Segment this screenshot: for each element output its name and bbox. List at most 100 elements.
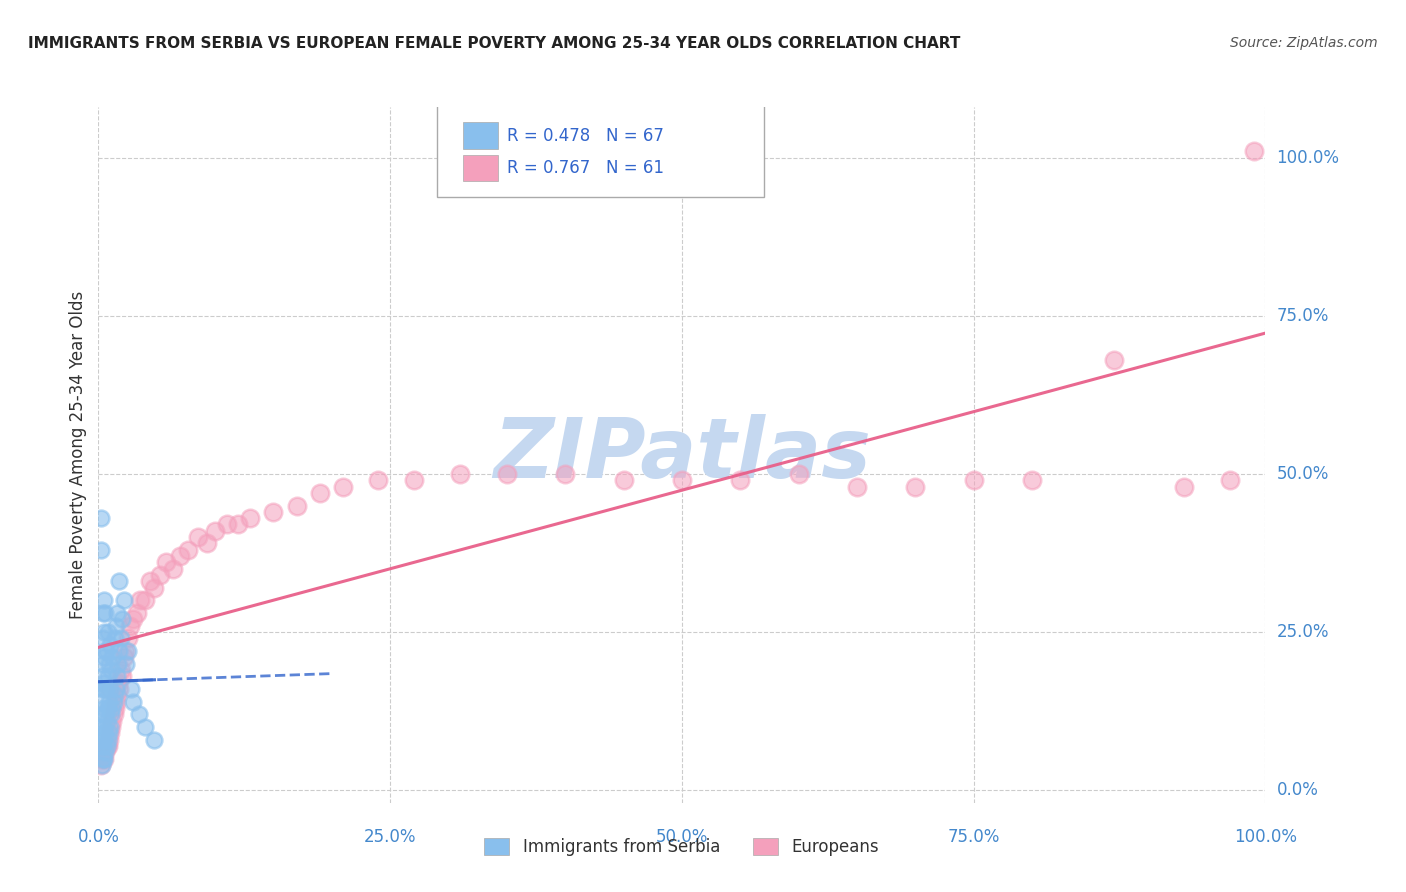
Point <box>91 751 114 765</box>
Point <box>98 720 121 734</box>
Point <box>90 511 112 525</box>
Point <box>90 542 112 557</box>
Point <box>155 556 177 570</box>
Point <box>285 499 308 513</box>
Point <box>104 695 127 709</box>
Point <box>115 657 138 671</box>
Point <box>111 669 134 683</box>
Point <box>103 707 125 722</box>
FancyBboxPatch shape <box>437 103 763 197</box>
Point <box>122 695 145 709</box>
Point <box>90 669 112 683</box>
Point <box>143 581 166 595</box>
Text: R = 0.767   N = 61: R = 0.767 N = 61 <box>508 160 664 178</box>
Text: 25.0%: 25.0% <box>364 828 416 846</box>
Point <box>93 751 115 765</box>
Point <box>100 707 122 722</box>
Point <box>110 632 132 646</box>
Point <box>104 632 127 646</box>
Point <box>97 625 120 640</box>
Text: 50.0%: 50.0% <box>655 828 709 846</box>
Bar <box>463 155 498 181</box>
Point <box>91 707 114 722</box>
Point <box>94 681 117 696</box>
Point <box>554 467 576 481</box>
Point <box>97 669 120 683</box>
Point <box>101 650 124 665</box>
Point <box>94 707 117 722</box>
Point <box>134 720 156 734</box>
Point <box>93 625 115 640</box>
Point <box>125 606 148 620</box>
Point <box>122 612 145 626</box>
Point <box>129 593 152 607</box>
Point <box>402 473 425 487</box>
Point <box>1021 473 1043 487</box>
Point <box>904 479 927 493</box>
Point <box>90 751 112 765</box>
Point <box>496 467 519 481</box>
Text: 0.0%: 0.0% <box>1277 781 1319 799</box>
Point <box>104 688 127 702</box>
Text: 75.0%: 75.0% <box>948 828 1000 846</box>
Point <box>91 726 114 740</box>
Point <box>96 644 118 658</box>
Point <box>962 473 984 487</box>
Point <box>91 632 114 646</box>
Point <box>117 644 139 658</box>
Point <box>215 517 238 532</box>
Point <box>239 511 262 525</box>
Point <box>149 568 172 582</box>
Point <box>90 739 112 753</box>
Point <box>93 751 115 765</box>
Point <box>613 473 636 487</box>
Point <box>96 739 118 753</box>
Point <box>108 644 131 658</box>
Point <box>228 517 250 532</box>
Point <box>96 714 118 728</box>
Text: ZIPatlas: ZIPatlas <box>494 415 870 495</box>
Point <box>108 574 131 589</box>
Point <box>94 606 117 620</box>
Point <box>110 663 132 677</box>
Point <box>846 479 869 493</box>
Point <box>111 612 134 626</box>
Point <box>1102 353 1125 368</box>
Point <box>103 695 125 709</box>
Point <box>94 745 117 759</box>
Point <box>1173 479 1195 493</box>
Point <box>367 473 389 487</box>
Point <box>91 681 114 696</box>
Point <box>105 606 128 620</box>
Point <box>94 644 117 658</box>
Point <box>93 675 115 690</box>
Point <box>101 714 124 728</box>
Point <box>93 593 115 607</box>
Text: 100.0%: 100.0% <box>1234 828 1296 846</box>
Text: 0.0%: 0.0% <box>77 828 120 846</box>
Point <box>97 695 120 709</box>
Y-axis label: Female Poverty Among 25-34 Year Olds: Female Poverty Among 25-34 Year Olds <box>69 291 87 619</box>
Point <box>112 650 135 665</box>
Point <box>309 486 332 500</box>
Point <box>94 745 117 759</box>
Point <box>98 681 121 696</box>
Point <box>162 562 184 576</box>
Point <box>143 732 166 747</box>
Point <box>90 757 112 772</box>
Point <box>120 681 142 696</box>
Point <box>104 681 127 696</box>
Point <box>97 732 120 747</box>
Legend: Immigrants from Serbia, Europeans: Immigrants from Serbia, Europeans <box>477 830 887 864</box>
Text: R = 0.478   N = 67: R = 0.478 N = 67 <box>508 127 664 145</box>
Point <box>104 618 127 632</box>
Text: 50.0%: 50.0% <box>1277 465 1329 483</box>
Point <box>93 732 115 747</box>
Point <box>730 473 752 487</box>
Text: Source: ZipAtlas.com: Source: ZipAtlas.com <box>1230 36 1378 50</box>
Point <box>117 632 139 646</box>
Point <box>108 681 131 696</box>
Text: 100.0%: 100.0% <box>1277 149 1340 167</box>
Point <box>97 701 120 715</box>
Point <box>128 707 150 722</box>
